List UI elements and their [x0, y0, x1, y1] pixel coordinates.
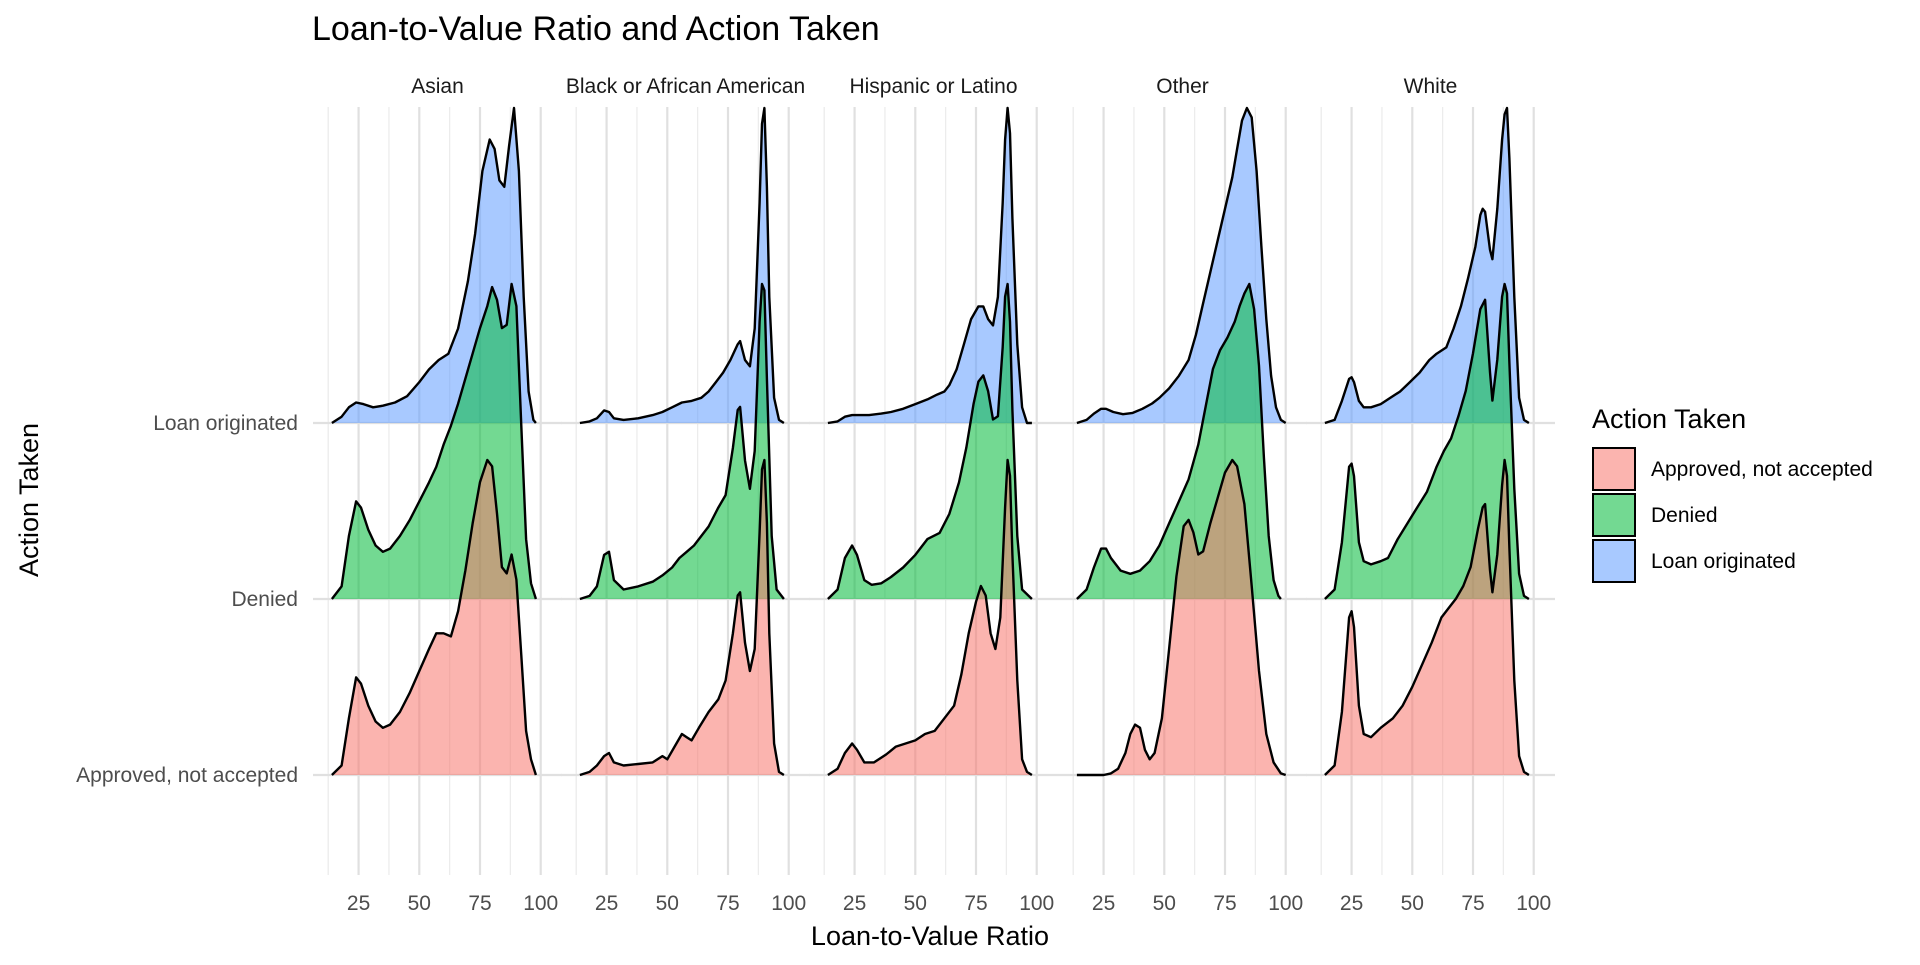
x-tick-label: 50 [656, 892, 679, 915]
ridge-line-white-denied [1324, 282, 1530, 601]
y-tick-label-denied: Denied [231, 588, 298, 611]
ridge-fill-other-approved-not-accepted [1076, 460, 1286, 775]
label-layer: Asian 25 50 75 100 Black or African American 2… [76, 75, 1551, 915]
legend-key-approved-not-accepted [1592, 447, 1636, 491]
x-tick-label: 100 [523, 892, 558, 915]
ridge-line-other-denied [1076, 282, 1282, 600]
x-tick-label: 75 [468, 892, 491, 915]
x-tick-label: 75 [1213, 892, 1236, 915]
ridge-fill-hispanic-or-latino-denied [827, 284, 1032, 599]
ridge-line-black-or-african-american-loan-originated [579, 106, 785, 425]
ridge-fill-hispanic-or-latino-approved-not-accepted [827, 460, 1032, 775]
y-tick-label-loan-originated: Loan originated [153, 412, 298, 435]
legend-label-approved-not-accepted: Approved, not accepted [1651, 458, 1873, 481]
legend-label-loan-originated: Loan originated [1651, 550, 1796, 573]
ridge-fill-asian-denied [331, 284, 536, 599]
ridge-line-other-loan-originated [1076, 106, 1287, 425]
ridge-line-black-or-african-american-approved-not-accepted [579, 458, 785, 777]
ridge-fill-white-denied [1324, 284, 1529, 599]
x-tick-label: 100 [771, 892, 806, 915]
ridge-line-other-approved-not-accepted [1076, 458, 1287, 777]
ridge-line-asian-loan-originated [331, 106, 537, 425]
strip-label-asian: Asian [411, 75, 464, 98]
x-tick-label: 50 [1153, 892, 1176, 915]
ridge-fill-hispanic-or-latino-loan-originated [827, 108, 1032, 423]
x-tick-label: 25 [595, 892, 618, 915]
legend-key-loan-originated [1592, 539, 1636, 583]
ridge-fill-black-or-african-american-loan-originated [579, 108, 784, 423]
strip-label-other: Other [1156, 75, 1209, 98]
ridge-layer [330, 106, 1530, 777]
ridge-line-white-approved-not-accepted [1324, 458, 1530, 777]
x-tick-label: 75 [1461, 892, 1484, 915]
legend: Action Taken Approved, not accepted Denie… [1592, 404, 1873, 583]
ridge-line-hispanic-or-latino-approved-not-accepted [827, 458, 1033, 777]
ridge-line-black-or-african-american-denied [579, 282, 785, 601]
x-tick-label: 25 [843, 892, 866, 915]
ridge-fill-white-approved-not-accepted [1324, 460, 1529, 775]
ridge-line-asian-denied [330, 282, 538, 600]
ridge-fill-black-or-african-american-denied [579, 284, 784, 599]
x-tick-label: 25 [1092, 892, 1115, 915]
ridge-line-white-loan-originated [1324, 106, 1530, 425]
x-tick-label: 25 [1340, 892, 1363, 915]
x-axis-title: Loan-to-Value Ratio [811, 921, 1049, 951]
strip-label-hispanic-or-latino: Hispanic or Latino [849, 75, 1017, 98]
x-tick-label: 75 [964, 892, 987, 915]
x-tick-label: 25 [347, 892, 370, 915]
x-tick-label: 50 [1401, 892, 1424, 915]
strip-label-white: White [1404, 75, 1458, 98]
ridge-line-asian-approved-not-accepted [331, 458, 538, 776]
x-tick-label: 50 [408, 892, 431, 915]
x-tick-label: 50 [904, 892, 927, 915]
y-tick-label-approved-not-accepted: Approved, not accepted [76, 764, 298, 787]
ridge-fill-asian-approved-not-accepted [331, 460, 536, 775]
legend-title: Action Taken [1592, 404, 1746, 434]
legend-label-denied: Denied [1651, 504, 1718, 527]
x-tick-label: 100 [1019, 892, 1054, 915]
strip-label-black-or-african-american: Black or African American [566, 75, 805, 98]
x-tick-label: 100 [1516, 892, 1551, 915]
ridge-line-hispanic-or-latino-loan-originated [827, 106, 1032, 425]
chart-title: Loan-to-Value Ratio and Action Taken [312, 10, 880, 48]
x-tick-label: 100 [1268, 892, 1303, 915]
ridge-fill-black-or-african-american-approved-not-accepted [579, 460, 784, 775]
x-tick-label: 75 [716, 892, 739, 915]
ridge-line-hispanic-or-latino-denied [827, 282, 1033, 600]
legend-key-denied [1592, 493, 1636, 537]
y-axis-title: Action Taken [14, 423, 44, 577]
